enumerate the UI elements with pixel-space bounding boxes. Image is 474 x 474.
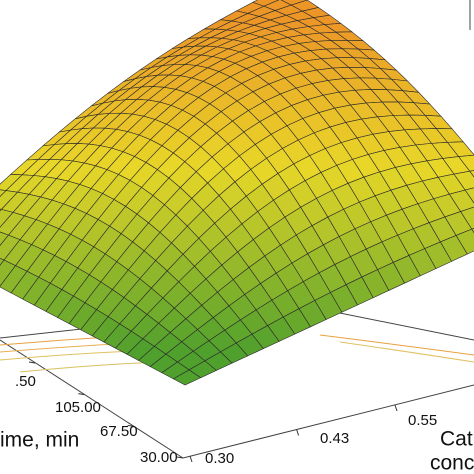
y-tick <box>127 424 134 427</box>
x-tick-label: 0.55 <box>408 412 437 429</box>
x-axis-label: Cat <box>440 428 473 451</box>
x-tick-label: 0.43 <box>320 430 349 447</box>
y-tick <box>28 361 36 364</box>
y-tick-label: 105.00 <box>55 399 101 416</box>
y-tick-label: 30.00 <box>140 449 178 466</box>
y-tick <box>78 393 85 396</box>
surface-cell <box>172 369 202 386</box>
x-tick-label: 0.30 <box>205 450 234 467</box>
x-tick <box>189 455 193 463</box>
x-axis-label: conc <box>430 452 474 474</box>
y-tick <box>176 456 184 459</box>
y-tick-label: 67.50 <box>100 423 138 440</box>
y-tick-label: .50 <box>15 373 36 390</box>
x-tick <box>296 429 300 436</box>
surface <box>0 0 474 386</box>
y-axis-label: ime, min <box>0 429 79 452</box>
x-tick <box>394 404 398 412</box>
